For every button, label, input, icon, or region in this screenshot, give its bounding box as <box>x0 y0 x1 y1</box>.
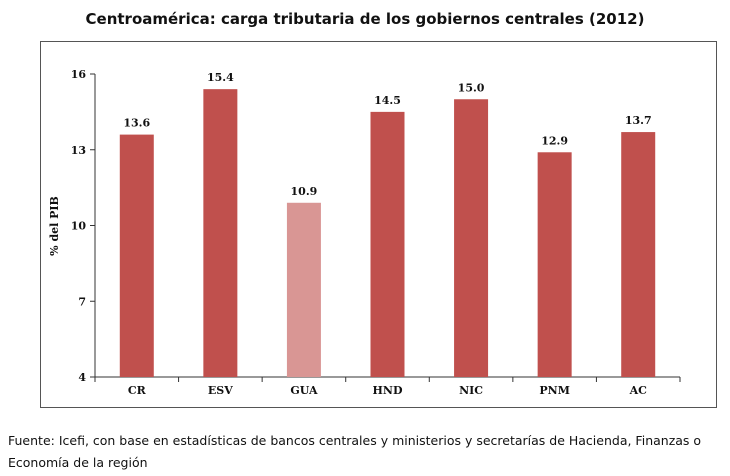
chart-title: Centroamérica: carga tributaria de los g… <box>85 10 645 28</box>
data-label-nic: 15.0 <box>458 81 485 94</box>
y-tick-label: 7 <box>78 295 86 308</box>
bar-ac <box>621 132 656 377</box>
x-tick-label-hnd: HND <box>373 384 403 397</box>
bar-hnd <box>370 111 405 377</box>
data-label-gua: 10.9 <box>291 185 318 198</box>
y-axis: 4 7 10 13 16 <box>71 68 96 384</box>
data-labels: 13.6 15.4 10.9 14.5 15.0 12.9 13.7 <box>123 71 651 198</box>
x-tick-label-pnm: PNM <box>539 384 570 397</box>
y-axis-label: % del PIB <box>48 196 61 256</box>
x-tick-label-gua: GUA <box>290 384 318 397</box>
bar-esv <box>203 89 238 378</box>
bars <box>119 89 656 378</box>
source-note: Fuente: Icefi, con base en estadísticas … <box>8 433 702 470</box>
data-label-ac: 13.7 <box>625 114 652 127</box>
bar-cr <box>119 134 154 377</box>
chart-frame <box>40 41 717 408</box>
bar-gua <box>286 202 321 377</box>
data-label-esv: 15.4 <box>207 71 234 84</box>
x-tick-label-esv: ESV <box>208 384 233 397</box>
bar-nic <box>454 99 489 377</box>
x-axis: CR ESV GUA HND NIC PNM AC <box>94 376 681 397</box>
data-label-pnm: 12.9 <box>541 134 568 147</box>
y-tick-label: 13 <box>71 144 86 157</box>
bar-pnm <box>537 152 572 377</box>
y-tick-label: 4 <box>78 371 86 384</box>
y-tick-label: 10 <box>71 220 87 233</box>
y-tick-label: 16 <box>71 68 87 81</box>
x-tick-label-nic: NIC <box>459 384 483 397</box>
data-label-hnd: 14.5 <box>374 94 401 107</box>
x-tick-label-ac: AC <box>629 384 648 397</box>
x-tick-label-cr: CR <box>128 384 147 397</box>
data-label-cr: 13.6 <box>123 117 150 130</box>
